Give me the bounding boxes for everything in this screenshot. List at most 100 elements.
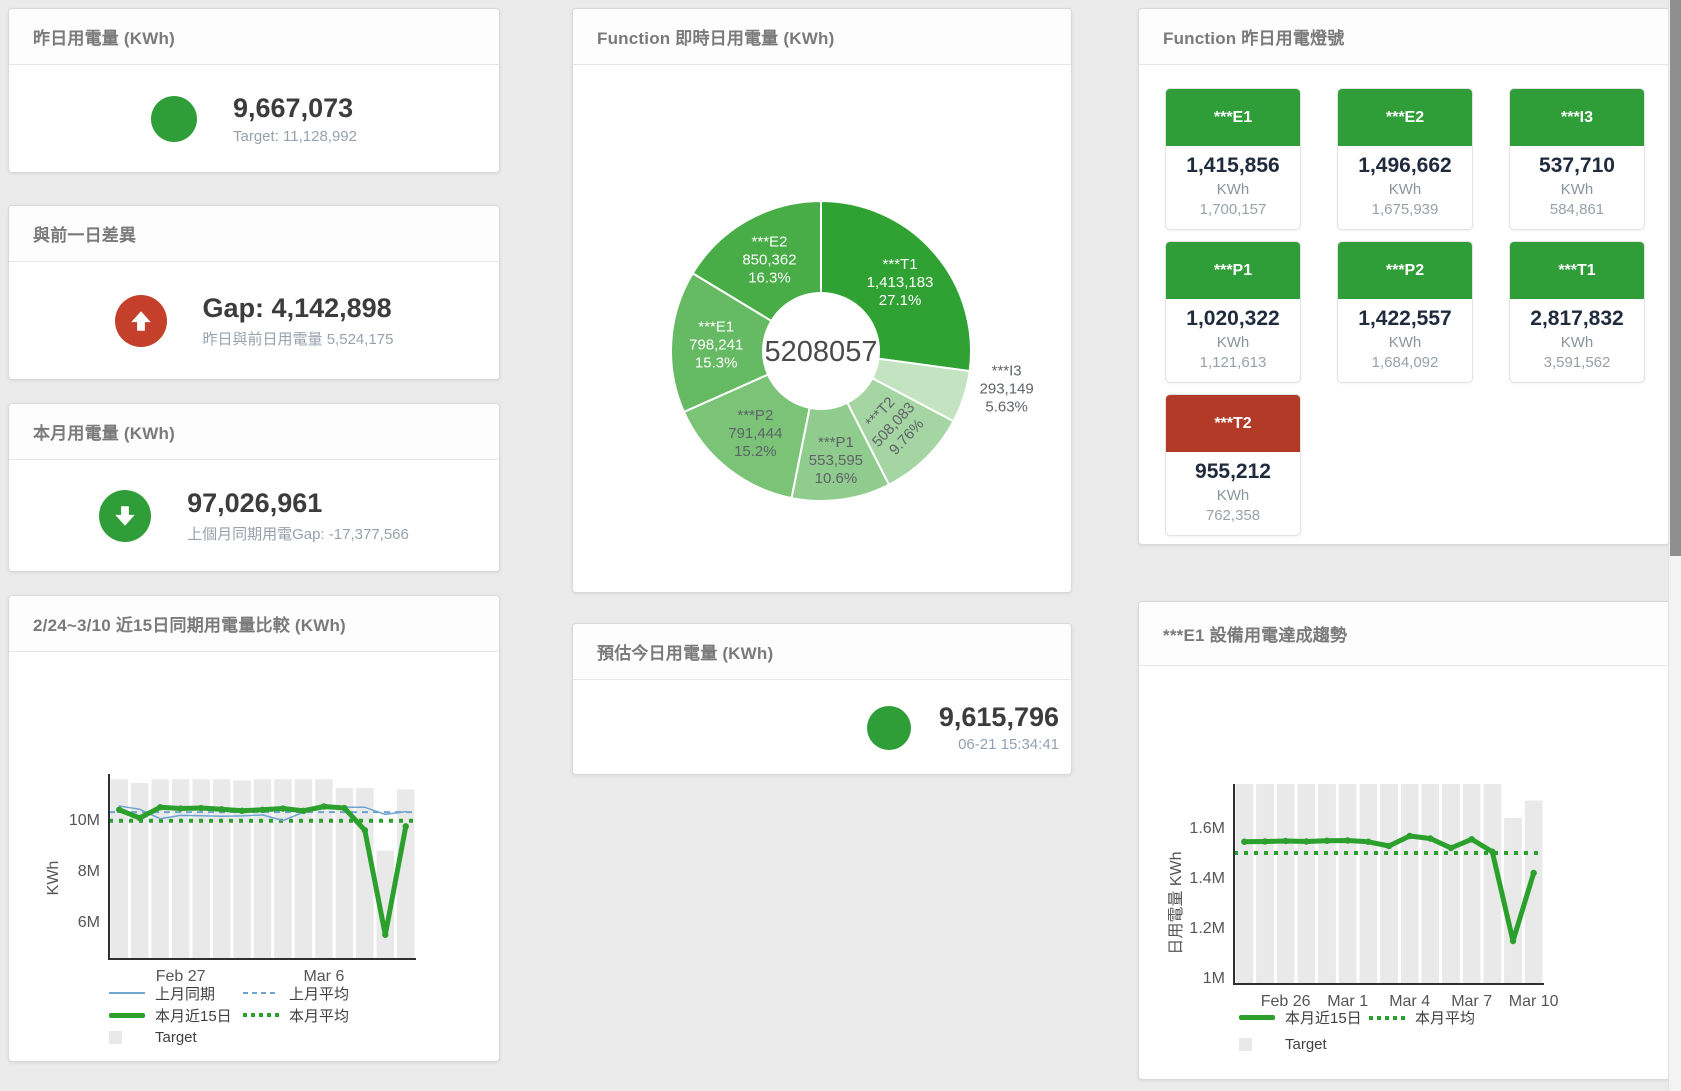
light-tile-body: 537,710 KWh 584,861	[1510, 146, 1644, 229]
card-e1-trend-body: 1M 1.2M 1.4M 1.6M Feb 26 Mar 1 Mar 4 Mar 7 Mar 1…	[1139, 666, 1669, 1079]
series-point	[320, 803, 328, 810]
status-circle-icon	[866, 705, 911, 750]
card-month-body: 97,026,961 上個月同期用電Gap: -17,377,566	[9, 460, 499, 572]
legend-item: 本月平均	[1369, 1004, 1499, 1031]
series-point	[116, 806, 123, 813]
series-point	[1406, 832, 1413, 840]
y-tick-label: 6M	[78, 914, 100, 931]
y-tick-label: 10M	[69, 812, 100, 829]
light-tile-label: ***E1	[1166, 89, 1300, 146]
page-scrollbar[interactable]	[1668, 0, 1681, 1091]
light-tile-target: 762,358	[1205, 507, 1261, 524]
target-bar	[110, 779, 128, 959]
card-compare-title: 2/24~3/10 近15日同期用電量比較 (KWh)	[33, 616, 346, 635]
target-bar	[294, 779, 313, 959]
card-yesterday-usage: 昨日用電量 (KWh) 9,667,073 Target: 11,128,992	[8, 8, 500, 173]
series-point	[1509, 937, 1517, 945]
arrow-up-icon	[130, 311, 151, 331]
light-tile-P1: ***P1 1,020,322 KWh 1,121,613	[1165, 241, 1301, 383]
light-tile-target: 1,675,939	[1371, 201, 1439, 218]
card-lights-body: ***E1 1,415,856 KWh 1,700,157 ***E2 1,496,662…	[1139, 65, 1669, 545]
lights-tiles: ***E1 1,415,856 KWh 1,700,157 ***E2 1,496,662…	[1165, 88, 1645, 536]
donut-slice-E2	[691, 199, 822, 323]
yesterday-usage-value: 9,667,073	[233, 93, 354, 123]
card-month-header: 本月用電量 (KWh)	[9, 404, 499, 460]
legend-swatch-line-dotted-icon	[1369, 1015, 1405, 1020]
light-tile-unit: KWh	[1388, 334, 1422, 351]
legend-swatch-line-dotted-icon	[243, 1013, 279, 1017]
light-tile-body: 955,212 KWh 762,358	[1166, 452, 1300, 535]
light-tile-P2: ***P2 1,422,557 KWh 1,684,092	[1337, 241, 1473, 383]
scrollbar-thumb[interactable]	[1670, 0, 1681, 556]
status-circle-icon	[151, 96, 197, 142]
light-tile-value: 2,817,832	[1530, 307, 1624, 330]
target-bar	[192, 779, 210, 959]
light-tile-unit: KWh	[1560, 334, 1594, 351]
month-usage-gap: 上個月同期用電Gap: -17,377,566	[187, 526, 409, 543]
series-point	[279, 805, 287, 812]
y-tick-label: 1.2M	[1189, 920, 1225, 937]
target-bar	[335, 788, 354, 959]
series-point	[300, 807, 307, 815]
light-tile-value: 1,422,557	[1358, 307, 1452, 330]
target-bar	[376, 850, 395, 959]
legend-label: 本月近15日	[155, 1007, 232, 1025]
gap-subtitle: 昨日與前日用電量 5,524,175	[202, 331, 394, 348]
series-point	[136, 814, 143, 822]
target-bar	[1338, 784, 1357, 984]
target-bar	[1442, 784, 1460, 984]
legend-item: Target	[1239, 1031, 1369, 1058]
card-gap-prev-day: 與前一日差異 Gap: 4,142,898 昨日與前日用電量 5,524,175	[8, 205, 500, 380]
light-tile-label: ***P2	[1338, 242, 1472, 299]
arrow-down-icon	[115, 506, 135, 526]
light-tile-body: 1,422,557 KWh 1,684,092	[1338, 299, 1472, 382]
card-month-title: 本月用電量 (KWh)	[33, 424, 175, 443]
target-bar	[315, 779, 333, 959]
light-tile-target: 3,591,562	[1543, 354, 1611, 371]
arrow-down-circle-icon	[99, 490, 152, 542]
x-tick-label: Mar 6	[303, 968, 344, 985]
light-tile-body: 1,496,662 KWh 1,675,939	[1338, 146, 1472, 229]
card-gap-body: Gap: 4,142,898 昨日與前日用電量 5,524,175	[9, 262, 499, 380]
series-point	[361, 827, 369, 834]
x-tick-label: Mar 7	[1451, 993, 1492, 1010]
compare-15d-chart: 6M 8M 10M Feb 27 Mar 6 KWh	[45, 774, 416, 985]
legend-swatch-box-icon	[109, 1030, 145, 1044]
card-gap-title: 與前一日差異	[33, 226, 137, 245]
card-yesterday-title: 昨日用電量 (KWh)	[33, 29, 175, 48]
realtime-usage-donut: ***T1 1,413,183 27.1%***I3 293,149 5.63%***T…	[670, 199, 1034, 502]
legend-label: 上月同期	[155, 985, 216, 1003]
target-bar	[1256, 784, 1274, 984]
legend-swatch-line-thick-icon	[1239, 1015, 1275, 1020]
x-tick-label: Feb 27	[156, 968, 206, 985]
legend-swatch-line-thick-icon	[109, 1012, 145, 1018]
legend-label: 本月近15日	[1285, 1010, 1362, 1027]
series-point	[1468, 836, 1475, 843]
light-tile-body: 1,415,856 KWh 1,700,157	[1166, 146, 1300, 229]
card-estimate-body: 9,615,796 06-21 15:34:41	[573, 680, 1071, 775]
arrow-up-circle-icon	[114, 295, 167, 347]
y-tick-label: 1.6M	[1189, 820, 1225, 837]
light-tile-label: ***T1	[1510, 242, 1644, 299]
target-bar	[253, 779, 272, 959]
card-yesterday-header: 昨日用電量 (KWh)	[9, 9, 499, 65]
chart-axes	[1233, 784, 1544, 985]
legend-item: Target	[109, 1026, 243, 1048]
donut-slice-label: ***T1 1,413,183 27.1%	[867, 256, 934, 309]
target-bar	[356, 788, 374, 959]
x-tick-label: Mar 10	[1509, 993, 1559, 1010]
target-bar	[1235, 784, 1254, 984]
card-lights: Function 昨日用電燈號 ***E1 1,415,856 KWh 1,700,1…	[1138, 8, 1670, 545]
target-bar	[1524, 800, 1543, 984]
donut-slice-T1	[820, 199, 972, 373]
target-bar	[1462, 784, 1481, 984]
target-bar	[212, 779, 231, 959]
card-e1-trend-header: ***E1 設備用電達成趨勢	[1139, 602, 1669, 666]
target-bar	[171, 779, 190, 959]
legend-label: 本月平均	[289, 1007, 350, 1025]
series-point	[1530, 869, 1537, 877]
donut-slice-label: ***P1 553,595 10.6%	[809, 434, 863, 487]
card-estimate-header: 預估今日用電量 (KWh)	[573, 624, 1071, 680]
light-tile-I3: ***I3 537,710 KWh 584,861	[1509, 88, 1645, 230]
x-tick-label: Mar 4	[1389, 993, 1430, 1010]
